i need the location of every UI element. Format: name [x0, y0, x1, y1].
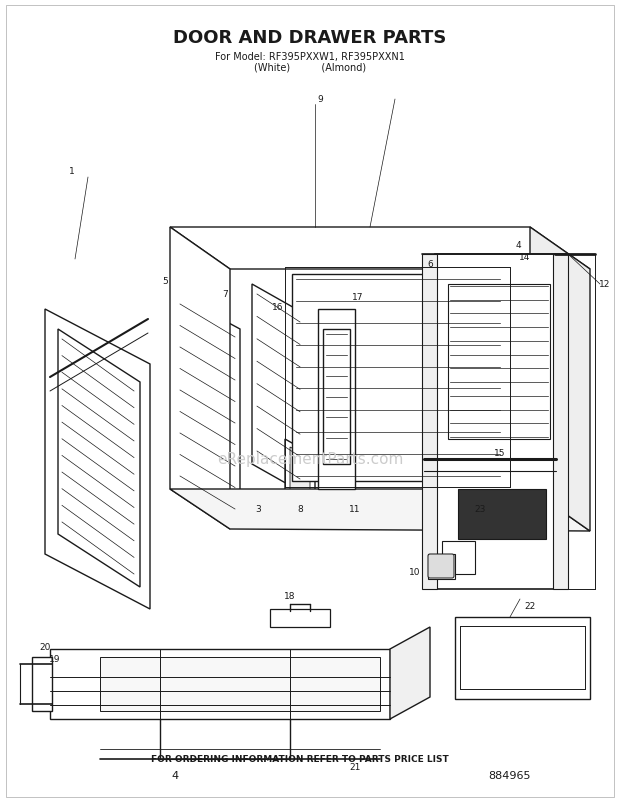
- Text: For Model: RF395PXXW1, RF395PXXN1: For Model: RF395PXXW1, RF395PXXN1: [215, 52, 405, 62]
- Text: eReplacementParts.com: eReplacementParts.com: [217, 452, 403, 467]
- Polygon shape: [285, 439, 315, 526]
- Polygon shape: [170, 228, 230, 529]
- Text: 21: 21: [349, 763, 361, 772]
- Text: 4: 4: [172, 770, 179, 780]
- Polygon shape: [170, 489, 590, 532]
- Text: 4: 4: [515, 240, 521, 249]
- Polygon shape: [553, 255, 568, 589]
- Text: DOOR AND DRAWER PARTS: DOOR AND DRAWER PARTS: [174, 29, 446, 47]
- Polygon shape: [45, 310, 150, 609]
- Polygon shape: [323, 329, 350, 464]
- Polygon shape: [448, 284, 550, 439]
- Text: FOR ORDERING INFORMATION REFER TO PARTS PRICE LIST: FOR ORDERING INFORMATION REFER TO PARTS …: [151, 755, 449, 764]
- Text: 1: 1: [69, 167, 75, 177]
- Text: 18: 18: [284, 592, 296, 601]
- Text: 3: 3: [255, 505, 261, 514]
- Polygon shape: [422, 255, 437, 589]
- Polygon shape: [442, 541, 475, 574]
- Polygon shape: [428, 554, 455, 579]
- Text: 14: 14: [520, 253, 531, 262]
- Text: 16: 16: [272, 303, 284, 312]
- Polygon shape: [455, 618, 590, 699]
- Text: 15: 15: [494, 449, 506, 458]
- Text: 10: 10: [409, 568, 421, 577]
- Text: 9: 9: [317, 96, 323, 104]
- Text: 11: 11: [349, 505, 361, 514]
- Polygon shape: [252, 284, 305, 495]
- Text: (White)          (Almond): (White) (Almond): [254, 63, 366, 73]
- Text: 17: 17: [352, 293, 364, 302]
- Text: 5: 5: [162, 277, 168, 286]
- Polygon shape: [270, 609, 330, 627]
- Text: 23: 23: [474, 505, 485, 514]
- Text: 8: 8: [297, 505, 303, 514]
- Polygon shape: [435, 255, 555, 589]
- Polygon shape: [50, 649, 390, 719]
- Polygon shape: [290, 447, 310, 512]
- Polygon shape: [170, 228, 590, 270]
- Polygon shape: [175, 295, 240, 524]
- Polygon shape: [318, 310, 355, 489]
- Polygon shape: [292, 275, 504, 482]
- Polygon shape: [530, 228, 590, 532]
- Polygon shape: [58, 329, 140, 587]
- Text: 19: 19: [49, 654, 61, 663]
- Text: 6: 6: [427, 260, 433, 269]
- Text: 20: 20: [39, 642, 51, 652]
- Text: 22: 22: [525, 601, 536, 611]
- FancyBboxPatch shape: [428, 554, 454, 578]
- Text: 12: 12: [600, 280, 611, 289]
- Polygon shape: [458, 489, 546, 540]
- Polygon shape: [32, 657, 52, 711]
- Text: 884965: 884965: [489, 770, 531, 780]
- Polygon shape: [100, 657, 380, 711]
- Polygon shape: [390, 627, 430, 719]
- Text: 7: 7: [222, 290, 228, 300]
